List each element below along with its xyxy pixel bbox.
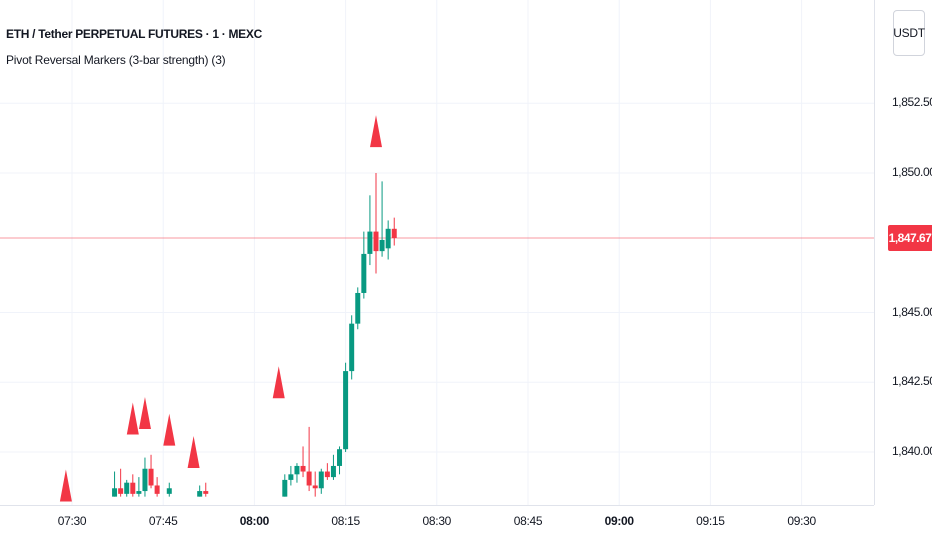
time-tick-label: 08:45: [513, 514, 543, 528]
candle-body-up: [142, 468, 148, 492]
candle-body-up: [330, 465, 336, 478]
indicator-legend[interactable]: Pivot Reversal Markers (3-bar strength) …: [6, 53, 226, 67]
candle-body-down: [300, 465, 306, 472]
time-tick-label: 09:00: [604, 514, 635, 528]
candle-body-down: [324, 471, 330, 478]
candle-body-down: [391, 228, 397, 239]
candle-body-up: [367, 231, 373, 254]
candle-body-up: [124, 482, 130, 494]
chart-legend: ETH / Tether PERPETUAL FUTURES · 1 · MEX…: [6, 26, 262, 68]
time-tick-label: 07:30: [57, 514, 87, 528]
price-scale[interactable]: [874, 0, 932, 505]
price-tick-label: 1,840.00: [892, 444, 932, 458]
candle-body-down: [373, 231, 379, 252]
time-tick-label: 09:15: [696, 514, 725, 528]
time-tick-label: 08:30: [422, 514, 452, 528]
candle-body-up: [136, 491, 142, 494]
pivot-marker: [272, 366, 285, 399]
pivot-marker: [59, 469, 72, 502]
candle-body-up: [337, 449, 343, 466]
candle-body-down: [154, 485, 160, 494]
time-tick-label: 07:45: [148, 514, 178, 528]
candle-body-up: [294, 465, 300, 475]
candle-body-up: [355, 292, 361, 324]
symbol-title[interactable]: ETH / Tether PERPETUAL FUTURES · 1 · MEX…: [6, 27, 262, 41]
candle-body-up: [361, 253, 367, 293]
price-tick-label: 1,842.50: [892, 374, 932, 389]
candle-body-up: [385, 228, 391, 249]
time-tick-label: 09:30: [787, 514, 816, 528]
candle-body-down: [312, 485, 318, 489]
time-scale[interactable]: [0, 505, 874, 550]
current-price-label: 1,847.67: [888, 225, 932, 251]
pivot-marker: [126, 402, 139, 435]
candle-body-up: [112, 488, 118, 497]
candle-body-down: [148, 468, 154, 486]
price-tick-label: 1,845.00: [892, 304, 932, 319]
price-tick-label: 1,850.00: [892, 165, 932, 179]
pivot-marker: [138, 396, 151, 429]
time-tick-label: 08:00: [239, 514, 270, 528]
candle-body-down: [306, 471, 312, 486]
candle-body-up: [166, 488, 172, 494]
candle-body-up: [288, 474, 294, 480]
candle-body-down: [130, 482, 136, 494]
candle-body-up: [318, 471, 324, 489]
candle-body-up: [282, 479, 288, 497]
candle-body-up: [343, 371, 349, 450]
pivot-marker: [163, 413, 176, 446]
candle-body-down: [203, 491, 209, 494]
candle-body-up: [349, 323, 355, 372]
pivot-marker: [187, 436, 200, 468]
chart-pane[interactable]: [0, 0, 874, 505]
pivot-marker: [370, 115, 382, 148]
candle-body-down: [118, 488, 124, 494]
currency-button[interactable]: USDT: [893, 10, 925, 56]
time-tick-label: 08:15: [331, 514, 360, 528]
candle-body-up: [197, 491, 203, 497]
price-tick-label: 1,852.50: [892, 95, 932, 110]
candlestick-chart[interactable]: [0, 0, 874, 505]
candle-body-up: [379, 239, 385, 252]
